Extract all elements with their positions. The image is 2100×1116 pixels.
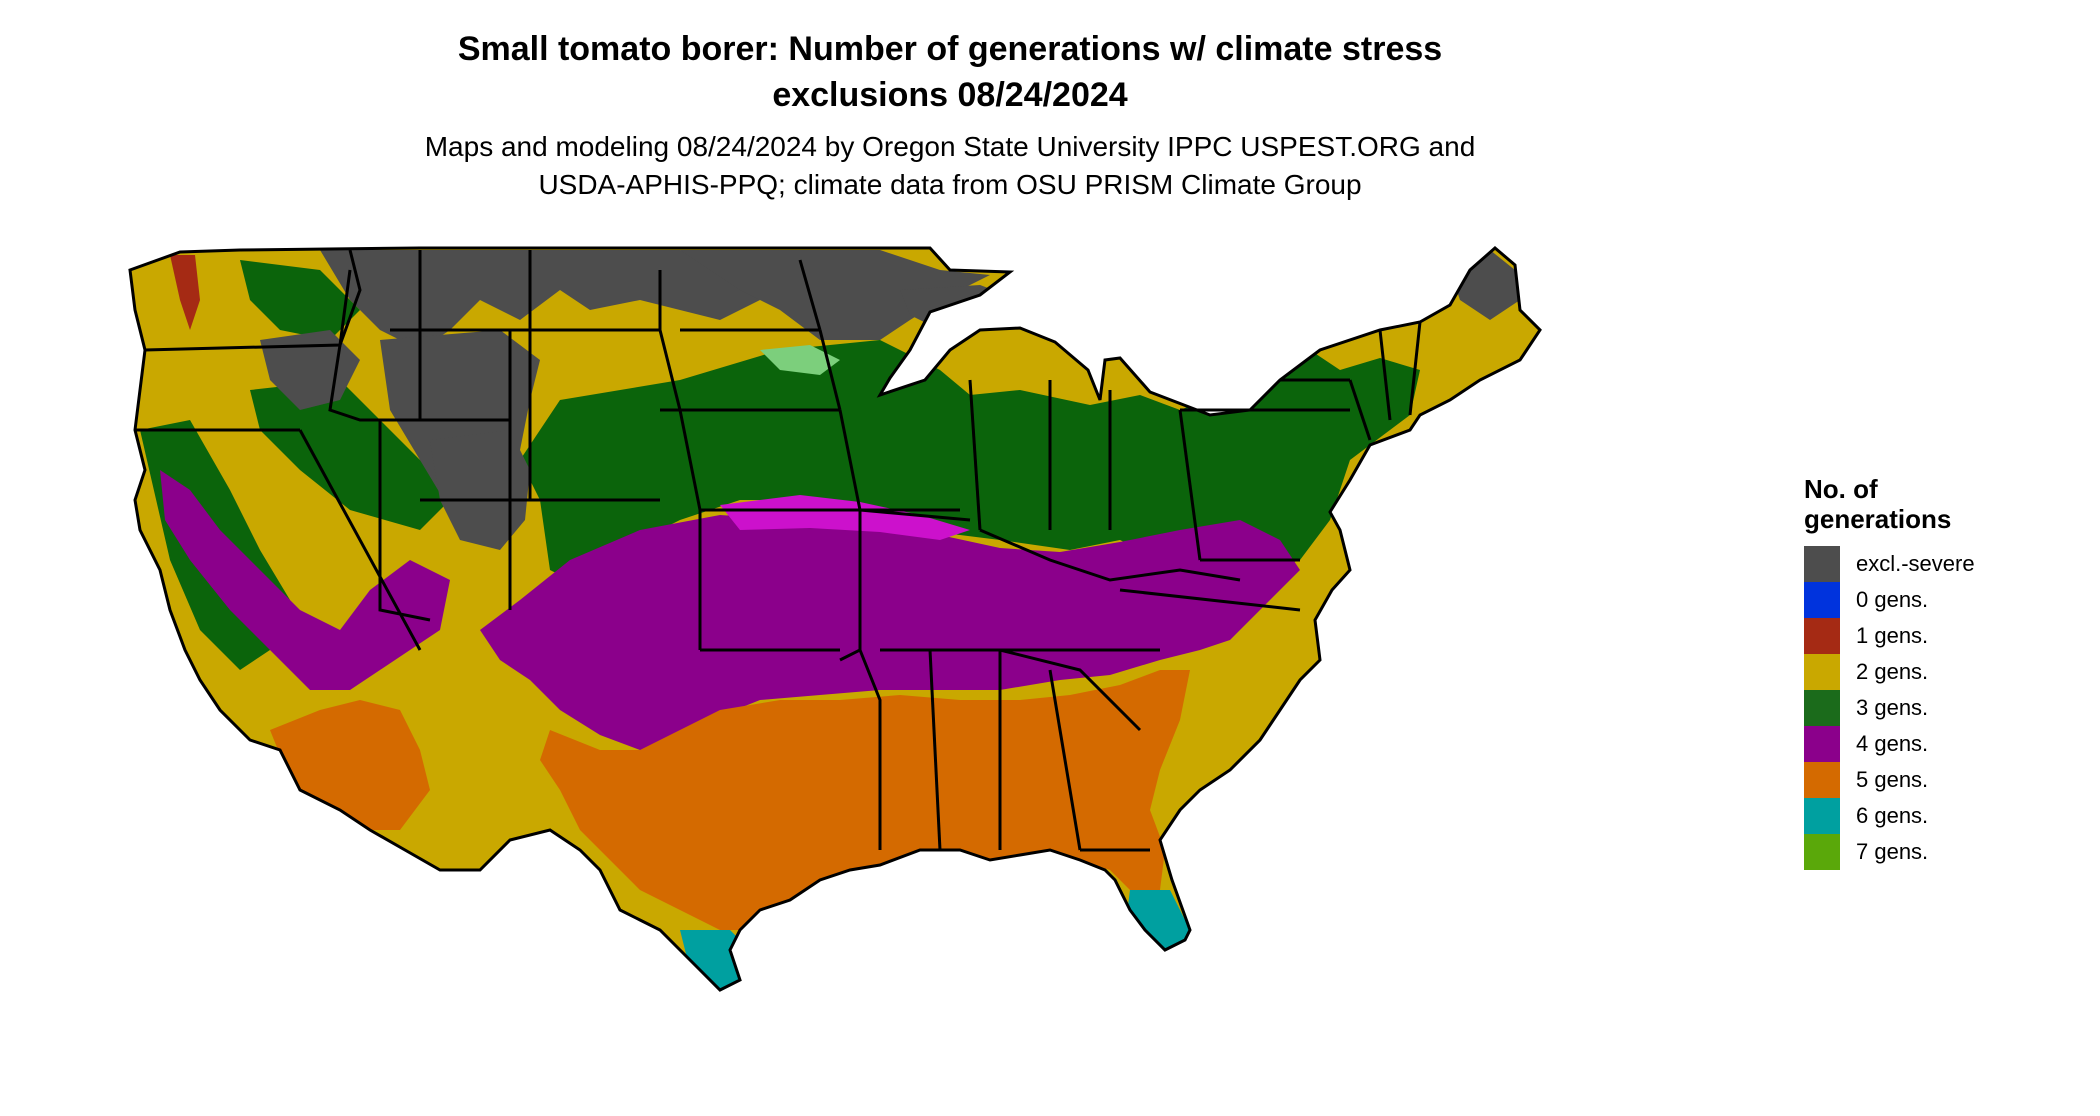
legend-item: excl.-severe: [1804, 546, 1975, 582]
subtitle-line-1: Maps and modeling 08/24/2024 by Oregon S…: [424, 131, 1476, 162]
legend-item: 3 gens.: [1804, 690, 1975, 726]
legend-swatch: [1804, 654, 1840, 690]
legend-label: 7 gens.: [1856, 839, 1929, 864]
legend-item: 5 gens.: [1804, 762, 1975, 798]
region-3-gens-nw: [240, 260, 360, 340]
legend-item: 4 gens.: [1804, 726, 1975, 762]
region-5-gens: [540, 670, 1190, 930]
region-6-gens-texas: [680, 930, 750, 990]
legend-title: No. of generations: [1804, 474, 1975, 534]
legend-swatch: [1804, 798, 1840, 834]
legend-item: 1 gens.: [1804, 618, 1975, 654]
map-title: Small tomato borer: Number of generation…: [0, 26, 1900, 118]
legend-swatch: [1804, 582, 1840, 618]
region-excluded-co: [430, 430, 530, 550]
legend-title-line-2: generations: [1804, 504, 1952, 534]
legend-label: 2 gens.: [1856, 659, 1929, 684]
legend-swatch: [1804, 762, 1840, 798]
state-boundaries: [128, 246, 1542, 992]
region-3-gens-west: [250, 380, 460, 530]
region-light-green: [760, 345, 840, 375]
legend-swatch: [1804, 618, 1840, 654]
legend: No. of generations excl.-severe 0 gens. 1 …: [1804, 474, 1975, 870]
legend-items: excl.-severe 0 gens. 1 gens. 2 gens. 3 gens.…: [1804, 546, 1975, 870]
legend-label: 5 gens.: [1856, 767, 1929, 792]
legend-item: 6 gens.: [1804, 798, 1975, 834]
us-generations-map: [128, 246, 1542, 992]
legend-label: 4 gens.: [1856, 731, 1929, 756]
legend-label: excl.-severe: [1856, 551, 1975, 576]
region-4-gens-bright: [720, 495, 970, 540]
title-line-1: Small tomato borer: Number of generation…: [457, 30, 1443, 68]
legend-swatch: [1804, 690, 1840, 726]
legend-swatch: [1804, 834, 1840, 870]
legend-item: 0 gens.: [1804, 582, 1975, 618]
region-4-gens-west: [160, 470, 450, 690]
region-1-gens: [170, 255, 200, 330]
legend-title-line-1: No. of: [1804, 474, 1878, 504]
legend-label: 1 gens.: [1856, 623, 1929, 648]
title-line-2: exclusions 08/24/2024: [772, 76, 1128, 114]
region-excluded-id: [260, 330, 360, 410]
region-excluded-mn: [680, 250, 990, 340]
legend-label: 0 gens.: [1856, 587, 1929, 612]
region-excluded-north: [320, 250, 760, 350]
legend-item: 2 gens.: [1804, 654, 1975, 690]
legend-swatch: [1804, 546, 1840, 582]
legend-swatch: [1804, 726, 1840, 762]
legend-label: 3 gens.: [1856, 695, 1929, 720]
legend-item: 7 gens.: [1804, 834, 1975, 870]
subtitle-line-2: USDA-APHIS-PPQ; climate data from OSU PR…: [538, 169, 1362, 200]
map-subtitle: Maps and modeling 08/24/2024 by Oregon S…: [0, 128, 1900, 204]
legend-label: 6 gens.: [1856, 803, 1929, 828]
